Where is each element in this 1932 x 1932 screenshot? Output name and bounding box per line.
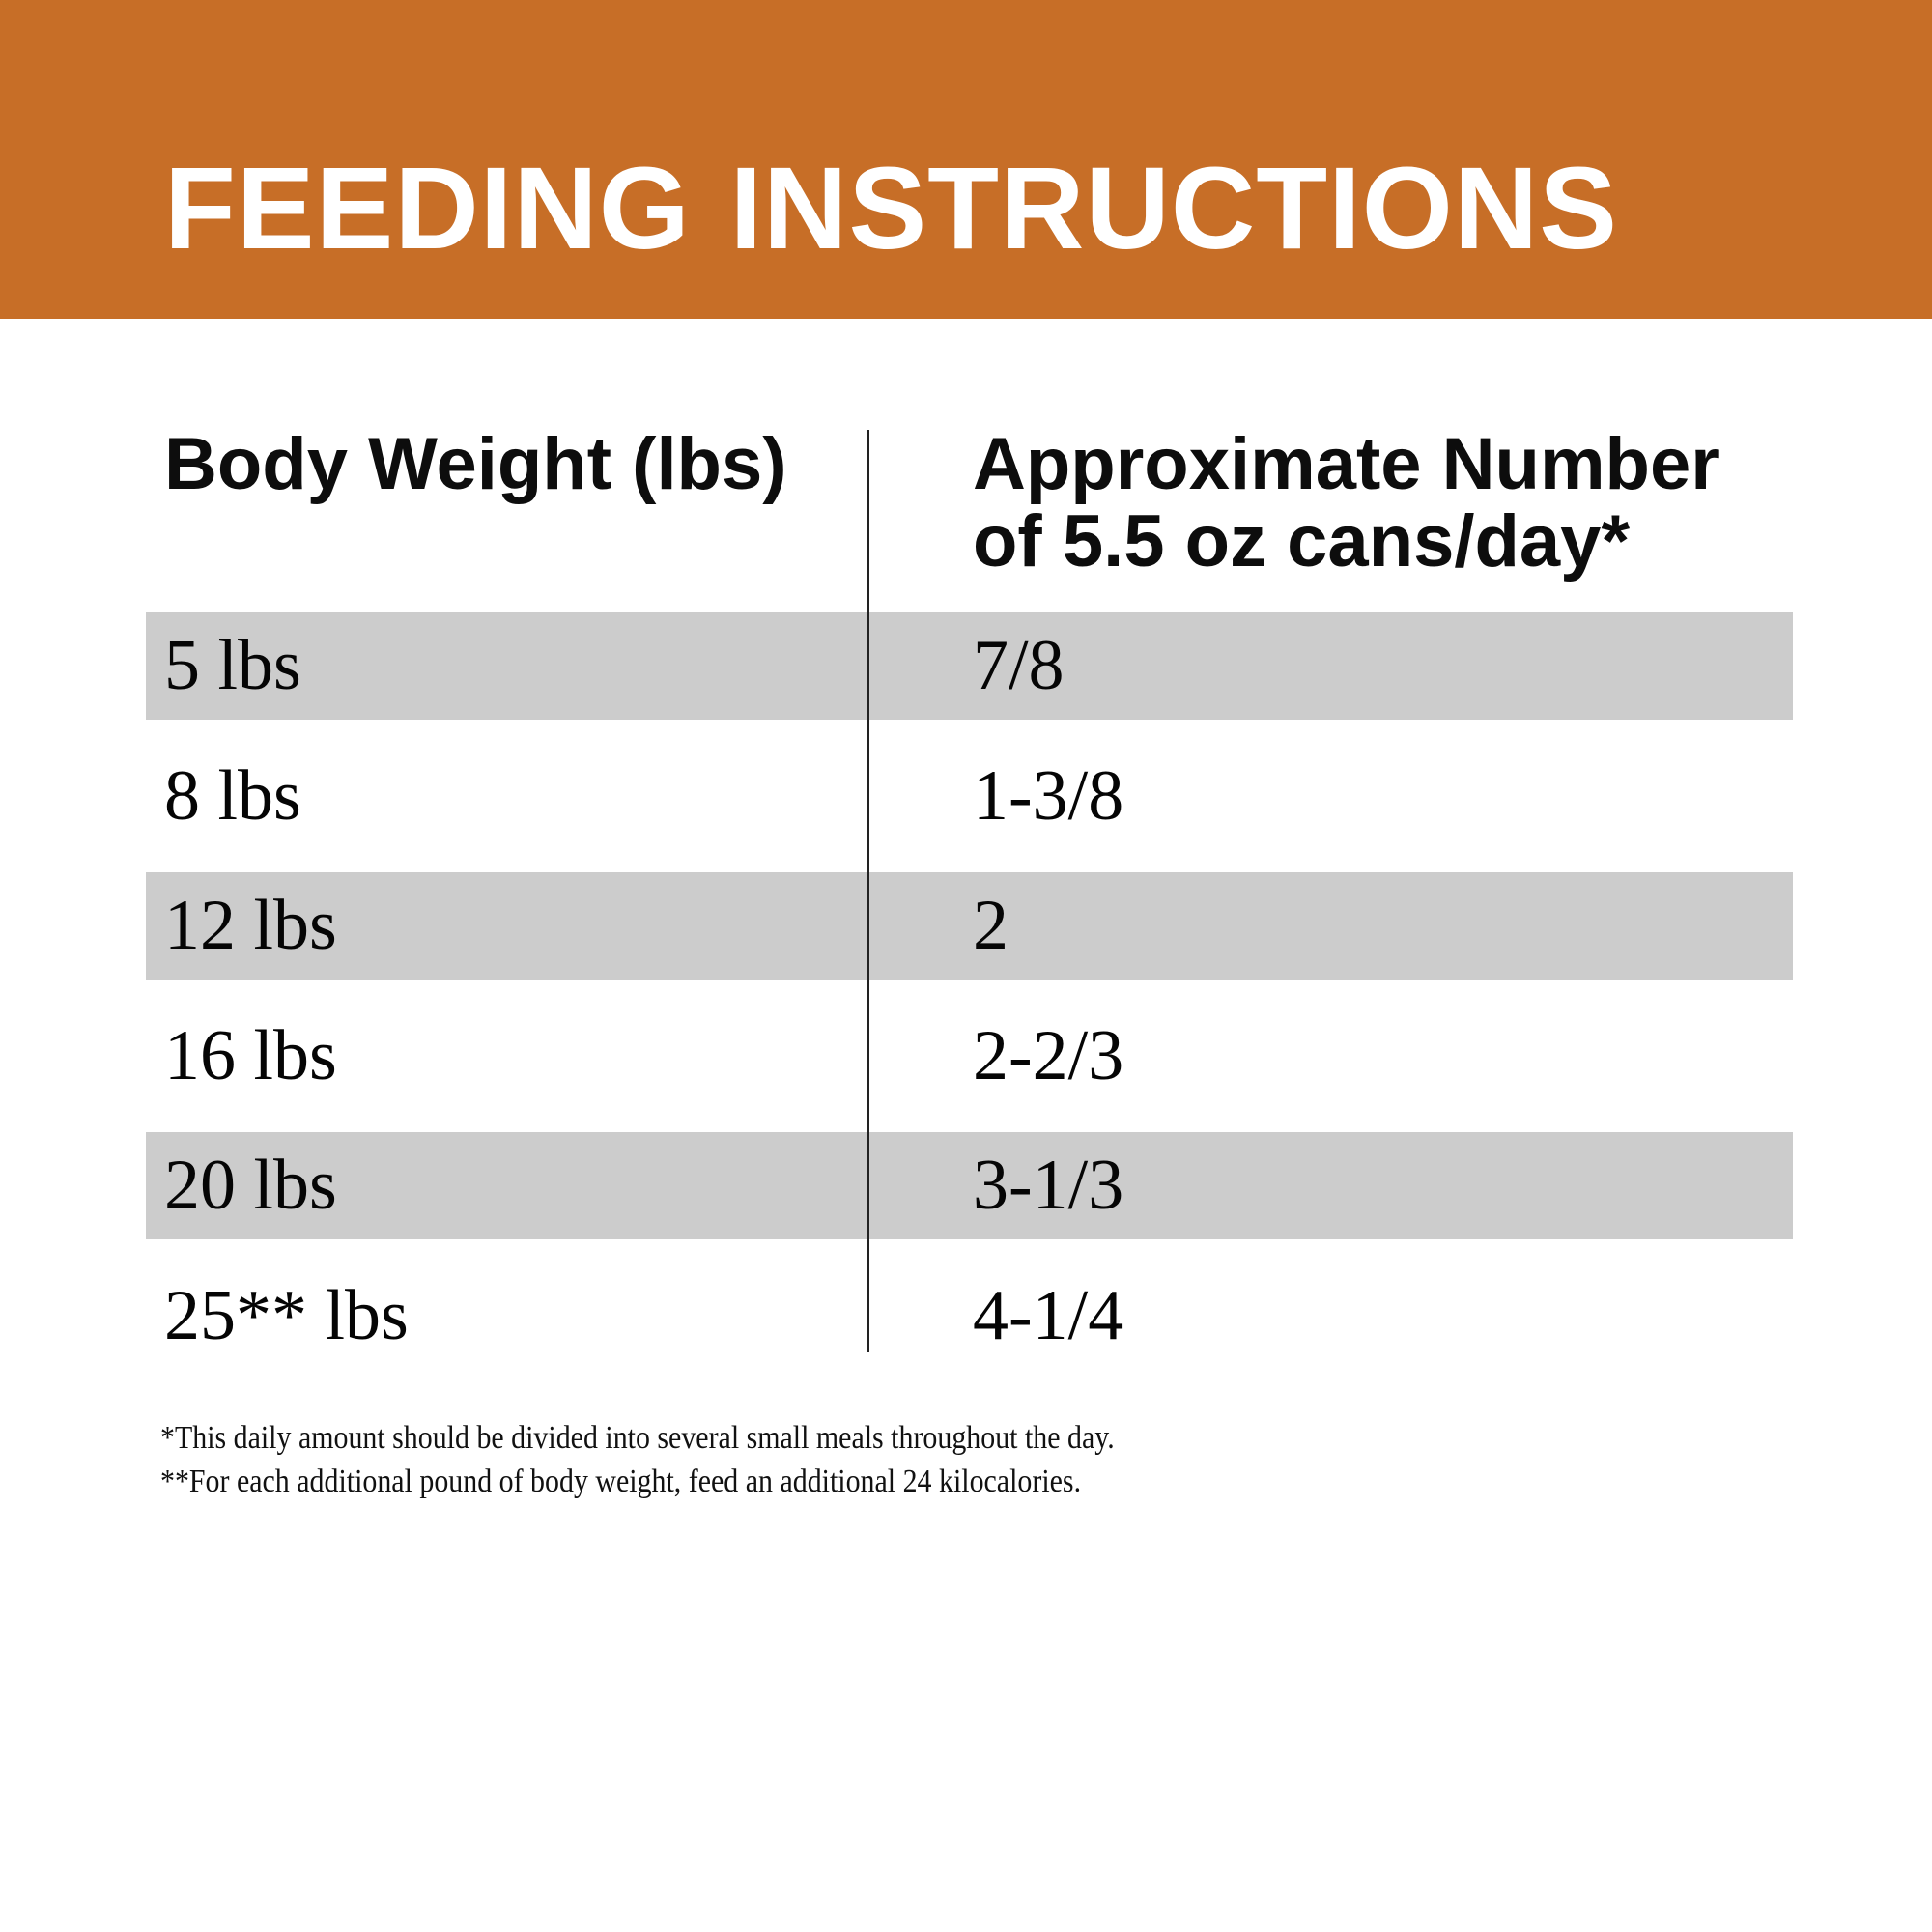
cans-per-day-value: 1-3/8	[973, 755, 1124, 836]
table-row: 20 lbs 3-1/3	[146, 1132, 1793, 1239]
table-row: 5 lbs 7/8	[146, 612, 1793, 720]
cans-per-day-value: 3-1/3	[973, 1146, 1124, 1225]
column-header-cans-line1: Approximate Number	[973, 423, 1719, 505]
table-row: 12 lbs 2	[146, 872, 1793, 980]
body-weight-value: 16 lbs	[164, 1015, 337, 1095]
cans-per-day-cell: 1-3/8	[867, 720, 1793, 872]
cans-per-day-value: 2	[973, 886, 1009, 965]
page-title: FEEDING INSTRUCTIONS	[164, 142, 1618, 273]
body-weight-value: 8 lbs	[164, 755, 301, 836]
column-header-cans-per-day: Approximate Number of 5.5 oz cans/day*	[973, 426, 1719, 581]
column-header-body-weight-line1: Body Weight (lbs)	[164, 423, 787, 505]
cans-per-day-value: 4-1/4	[973, 1275, 1124, 1355]
column-divider-line	[867, 430, 869, 1352]
column-header-cans-line2: of 5.5 oz cans/day*	[973, 500, 1631, 582]
table-body: 5 lbs 7/8 8 lbs 1-3/8 12 lbs 2	[146, 612, 1793, 1392]
cans-per-day-cell: 7/8	[867, 612, 1793, 720]
body-weight-cell: 20 lbs	[146, 1132, 867, 1239]
footnote-daily-amount: *This daily amount should be divided int…	[160, 1420, 1115, 1456]
body-weight-value: 20 lbs	[164, 1146, 337, 1225]
cans-per-day-value: 7/8	[973, 626, 1065, 705]
header-banner: FEEDING INSTRUCTIONS	[0, 0, 1932, 319]
cans-per-day-cell: 2	[867, 872, 1793, 980]
body-weight-value: 5 lbs	[164, 626, 301, 705]
table-row: 16 lbs 2-2/3	[146, 980, 1793, 1132]
body-weight-cell: 12 lbs	[146, 872, 867, 980]
column-header-body-weight: Body Weight (lbs)	[164, 426, 787, 503]
body-weight-value: 12 lbs	[164, 886, 337, 965]
cans-per-day-cell: 2-2/3	[867, 980, 1793, 1132]
body-weight-cell: 25** lbs	[146, 1239, 867, 1392]
table-row: 25** lbs 4-1/4	[146, 1239, 1793, 1392]
cans-per-day-value: 2-2/3	[973, 1015, 1124, 1095]
table-header-row: Body Weight (lbs) Approximate Number of …	[146, 426, 1793, 612]
table-row: 8 lbs 1-3/8	[146, 720, 1793, 872]
footnotes: *This daily amount should be divided int…	[160, 1416, 1244, 1503]
body-weight-value: 25** lbs	[164, 1275, 409, 1355]
body-weight-cell: 8 lbs	[146, 720, 867, 872]
cans-per-day-cell: 4-1/4	[867, 1239, 1793, 1392]
footnote-additional-weight: **For each additional pound of body weig…	[160, 1463, 1082, 1499]
body-weight-cell: 5 lbs	[146, 612, 867, 720]
body-weight-cell: 16 lbs	[146, 980, 867, 1132]
cans-per-day-cell: 3-1/3	[867, 1132, 1793, 1239]
feeding-table: Body Weight (lbs) Approximate Number of …	[146, 426, 1793, 1392]
